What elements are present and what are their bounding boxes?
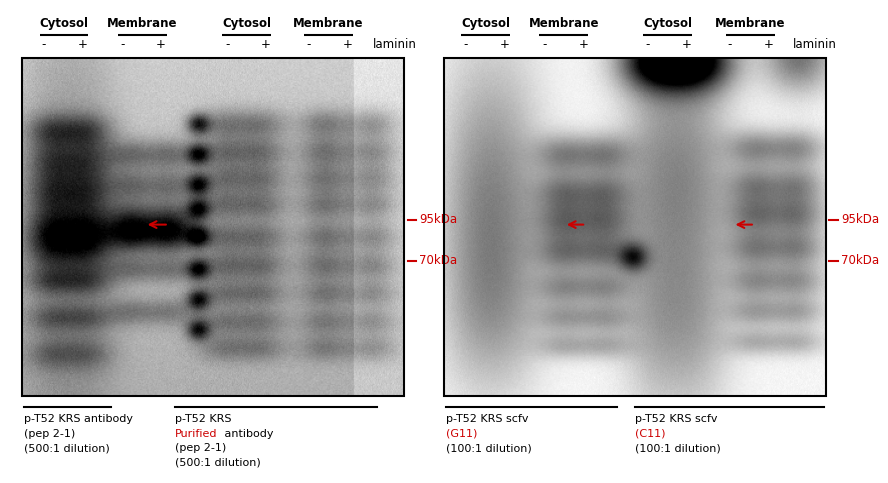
Text: Membrane: Membrane	[528, 17, 599, 30]
Text: 95kDa: 95kDa	[841, 213, 879, 226]
Text: +: +	[260, 38, 271, 51]
Text: -: -	[121, 38, 124, 51]
Text: p-T52 KRS antibody: p-T52 KRS antibody	[24, 414, 133, 425]
Text: -: -	[464, 38, 467, 51]
Text: +: +	[77, 38, 88, 51]
Text: +: +	[578, 38, 589, 51]
Text: (100:1 dilution): (100:1 dilution)	[635, 443, 721, 454]
Text: p-T52 KRS scfv: p-T52 KRS scfv	[446, 414, 528, 425]
Text: (500:1 dilution): (500:1 dilution)	[175, 458, 261, 468]
Text: -: -	[307, 38, 311, 51]
Text: -: -	[543, 38, 546, 51]
Text: laminin: laminin	[373, 38, 416, 51]
Text: (pep 2-1): (pep 2-1)	[175, 443, 226, 454]
Bar	[22, 58, 404, 396]
Text: (pep 2-1): (pep 2-1)	[24, 429, 75, 439]
Text: laminin: laminin	[793, 38, 836, 51]
Text: Cytosol: Cytosol	[461, 17, 511, 30]
Text: +: +	[499, 38, 510, 51]
Text: Membrane: Membrane	[715, 17, 786, 30]
Text: Cytosol: Cytosol	[643, 17, 693, 30]
Text: Membrane: Membrane	[293, 17, 364, 30]
Text: p-T52 KRS: p-T52 KRS	[175, 414, 232, 425]
Text: 95kDa: 95kDa	[419, 213, 457, 226]
Text: (G11): (G11)	[446, 429, 477, 439]
Bar	[444, 58, 826, 396]
Text: antibody: antibody	[221, 429, 274, 439]
Text: (100:1 dilution): (100:1 dilution)	[446, 443, 532, 454]
Text: (500:1 dilution): (500:1 dilution)	[24, 443, 110, 454]
Text: -: -	[646, 38, 649, 51]
Text: -: -	[42, 38, 45, 51]
Text: Membrane: Membrane	[107, 17, 178, 30]
Text: 70kDa: 70kDa	[841, 255, 879, 267]
Text: +: +	[155, 38, 166, 51]
Text: Cytosol: Cytosol	[222, 17, 272, 30]
Text: +: +	[681, 38, 692, 51]
Text: p-T52 KRS scfv: p-T52 KRS scfv	[635, 414, 718, 425]
Text: -: -	[728, 38, 732, 51]
Text: Cytosol: Cytosol	[39, 17, 89, 30]
Text: +: +	[343, 38, 353, 51]
Text: Purified: Purified	[175, 429, 218, 439]
Text: +: +	[764, 38, 774, 51]
Text: 70kDa: 70kDa	[419, 255, 457, 267]
Text: (C11): (C11)	[635, 429, 665, 439]
Text: -: -	[226, 38, 229, 51]
